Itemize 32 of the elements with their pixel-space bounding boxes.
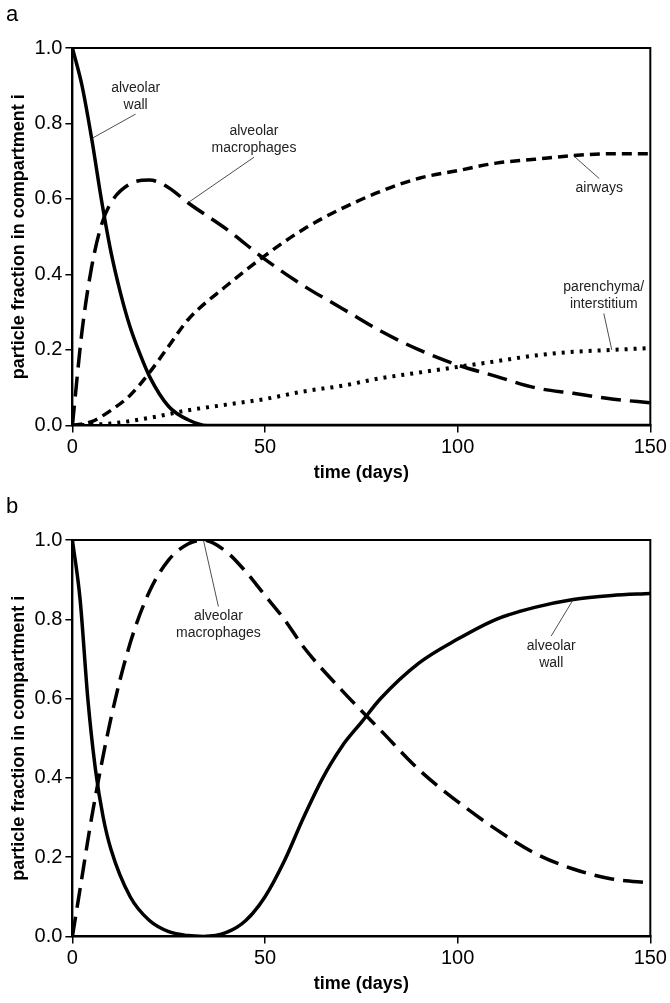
y-axis-title: particle fraction in compartment i bbox=[7, 94, 28, 380]
series-label: alveolar macrophages bbox=[175, 607, 261, 641]
chart-title: b bbox=[6, 493, 19, 519]
x-tick-label: 50 bbox=[253, 945, 277, 968]
y-tick-label: 0.6 bbox=[34, 686, 63, 709]
y-tick-label: 1.0 bbox=[34, 527, 63, 550]
y-tick-label: 0.8 bbox=[34, 606, 63, 629]
x-tick-label: 150 bbox=[633, 434, 667, 457]
y-tick-label: 0.4 bbox=[34, 261, 63, 284]
x-tick-label: 100 bbox=[440, 434, 475, 457]
y-tick-label: 0.2 bbox=[34, 844, 63, 867]
series-label: alveolar wall bbox=[111, 78, 161, 112]
x-tick-label: 150 bbox=[633, 945, 667, 968]
series-label: alveolar wall bbox=[526, 636, 577, 670]
y-tick-label: 0.4 bbox=[34, 765, 63, 788]
x-tick-label: 50 bbox=[253, 434, 277, 457]
x-tick-label: 100 bbox=[440, 945, 475, 968]
y-tick-label: 0.0 bbox=[34, 923, 63, 946]
text: parenchyma/interstitium bbox=[563, 278, 645, 312]
y-axis-title: particle fraction in compartment i bbox=[7, 595, 28, 881]
y-tick-label: 0.0 bbox=[34, 412, 63, 435]
x-tick-label: 0 bbox=[66, 434, 78, 457]
x-tick-label: 0 bbox=[66, 945, 78, 968]
y-tick-label: 0.6 bbox=[34, 186, 63, 209]
text: alveolar macrophages bbox=[211, 122, 297, 156]
y-tick-label: 1.0 bbox=[34, 35, 63, 58]
y-tick-label: 0.2 bbox=[34, 337, 63, 360]
x-axis-title: time (days) bbox=[313, 462, 409, 483]
x-axis-title: time (days) bbox=[313, 973, 409, 994]
y-tick-label: 0.8 bbox=[34, 111, 63, 133]
chart-title: a bbox=[6, 1, 19, 27]
series-label: airways bbox=[575, 179, 623, 196]
